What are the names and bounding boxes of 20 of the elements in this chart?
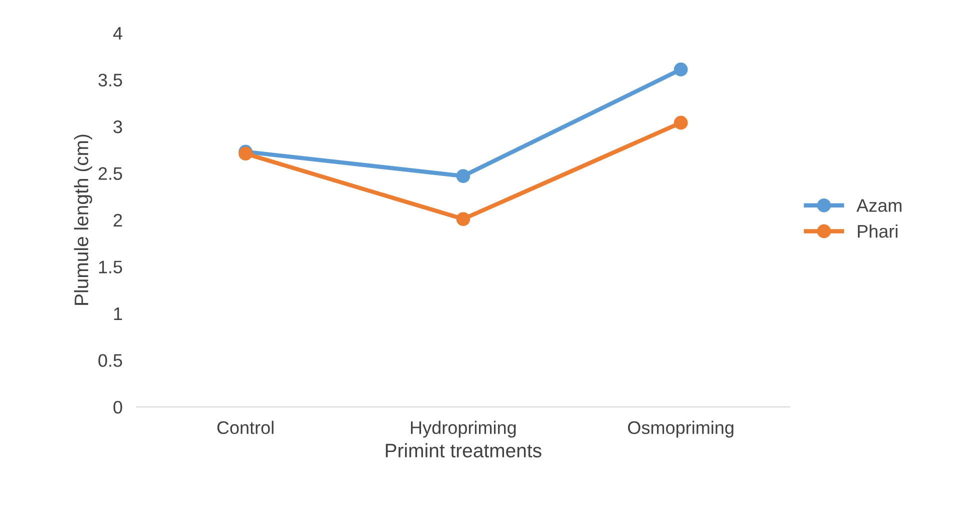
x-tick-label: Osmopriming [628,420,734,438]
y-tick-label: 3.5 [98,74,122,86]
y-tick-label: 0.5 [98,354,122,367]
point [456,212,470,226]
legend-label: Azam [856,199,902,212]
y-tick-label: 2 [114,214,122,227]
y-tick-label: 1.5 [99,260,122,274]
x-axis-title: Primint treatments [386,443,542,458]
y-tick-label: 3 [113,120,122,134]
y-tick-label: 0 [113,400,122,414]
y-tick-label: 4 [113,27,122,40]
x-tick-label: Hydropriming [410,420,516,438]
point [674,116,688,130]
legend-label: Phari [858,224,898,238]
y-tick-label: 1 [114,308,122,320]
y-tick-label: 2.5 [98,167,122,180]
y-axis-title: Plumule length (cm) [74,134,92,305]
point [456,169,470,183]
point [674,62,688,76]
x-tick-label: Control [217,420,274,434]
